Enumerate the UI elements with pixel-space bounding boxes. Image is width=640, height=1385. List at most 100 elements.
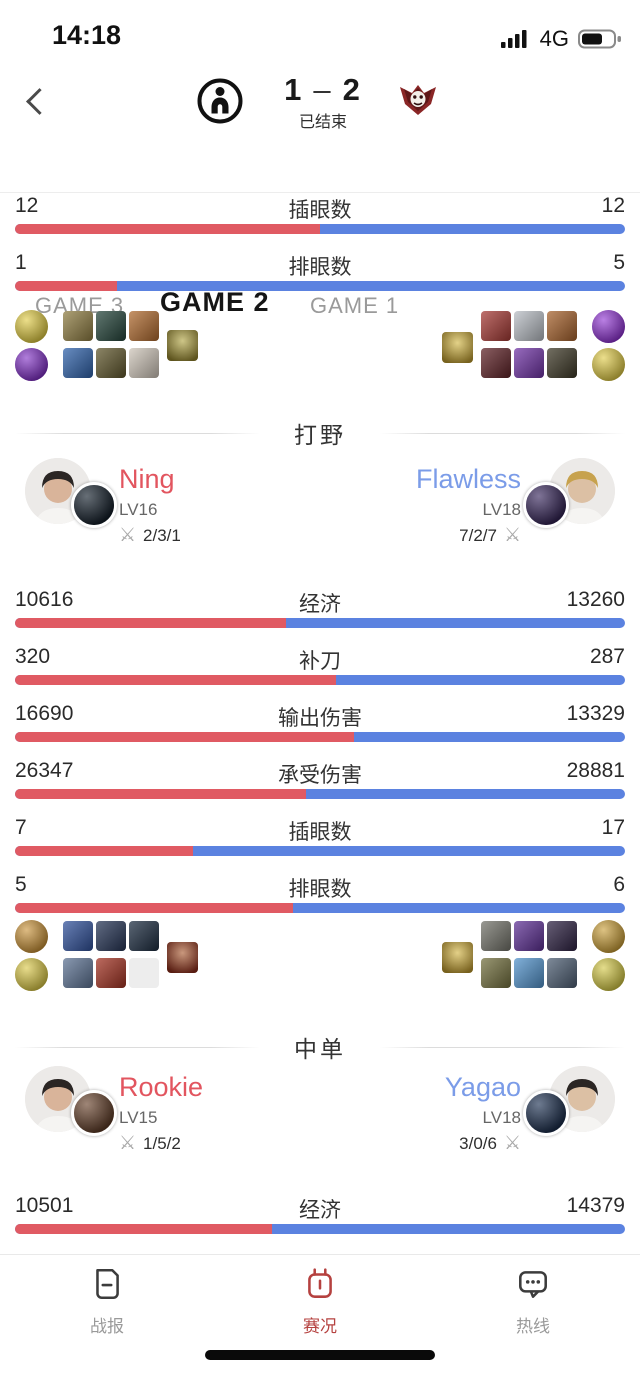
stat-right-value: 12 [601, 194, 625, 217]
item-icon [96, 311, 126, 341]
nav-label: 热线 [516, 1317, 550, 1336]
champion-icon [71, 1090, 117, 1136]
nav-item-battle-report[interactable]: 战报 [62, 1266, 152, 1337]
stat-row-wards-cleared: 5 排眼数 6 [15, 873, 625, 913]
nav-label: 赛况 [303, 1317, 337, 1336]
divider [0, 1254, 640, 1255]
item-icon [63, 348, 93, 378]
summoner-spell-icon [592, 310, 625, 343]
divider [15, 1046, 260, 1048]
item-icon [547, 958, 577, 988]
calendar-alert-icon [308, 1268, 332, 1298]
item-slot-empty [129, 958, 159, 988]
player-level: LV18 [482, 1108, 521, 1127]
stat-label: 经济 [299, 593, 341, 616]
section-title: 打野 [294, 422, 346, 448]
divider [380, 1046, 625, 1048]
item-icon [481, 921, 511, 951]
clipboard-icon [96, 1268, 119, 1300]
score-left: 1 [284, 72, 304, 107]
item-icon [63, 311, 93, 341]
match-state: 已结束 [298, 114, 347, 131]
tab-game-1[interactable]: GAME 1 [310, 293, 400, 318]
crossed-swords-icon: ⚔ [503, 525, 521, 546]
battery-icon [578, 29, 621, 49]
item-icon [547, 921, 577, 951]
stat-label: 排眼数 [288, 256, 352, 279]
stat-bar [15, 789, 625, 799]
team-left-logo [197, 78, 243, 124]
item-icon [129, 311, 159, 341]
player-name: Yagao [444, 1072, 521, 1102]
stat-right-value: 17 [601, 816, 625, 839]
player-level: LV16 [119, 500, 158, 519]
item-icon [481, 348, 511, 378]
crossed-swords-icon: ⚔ [119, 1133, 137, 1154]
stat-right-value: 13260 [566, 588, 625, 611]
player-kda: ⚔ 1/5/2 [119, 1132, 181, 1155]
stat-row-gold: 10616 经济 13260 [15, 588, 625, 628]
stat-right-value: 287 [589, 645, 625, 668]
stat-row-gold-mid: 10501 经济 14379 [15, 1194, 625, 1234]
nav-item-hotline[interactable]: 热线 [488, 1266, 578, 1337]
items-top-lane [15, 306, 625, 392]
trinket-icon [167, 330, 198, 361]
item-icon [63, 958, 93, 988]
game-tabbar: GAME 3 GAME 2 GAME 1 [0, 140, 640, 318]
section-title: 中单 [294, 1036, 346, 1062]
stat-label: 插眼数 [288, 821, 352, 844]
player-kda: ⚔ 2/3/1 [119, 524, 181, 547]
stat-label: 承受伤害 [278, 764, 362, 787]
stat-right-value: 13329 [566, 702, 625, 725]
match-score: 1–2 [250, 72, 396, 108]
player-name: Ning [119, 464, 175, 494]
crossed-swords-icon: ⚔ [119, 525, 137, 546]
player-row-jungle: Ning LV16 ⚔ 2/3/1 Flawless [15, 456, 625, 552]
score-separator: – [313, 72, 333, 107]
stat-bar [15, 675, 625, 685]
stat-label: 插眼数 [288, 199, 352, 222]
stat-left-value: 320 [15, 645, 51, 668]
item-icon [129, 348, 159, 378]
stat-left-value: 12 [15, 194, 39, 217]
player-name: Rookie [119, 1072, 204, 1102]
item-icon [514, 348, 544, 378]
champion-icon [71, 482, 117, 528]
stat-right-value: 14379 [566, 1194, 625, 1217]
trinket-icon [442, 942, 473, 973]
player-name: Flawless [415, 464, 521, 494]
item-icon [547, 348, 577, 378]
stat-right-value: 5 [613, 251, 625, 274]
stat-bar [15, 618, 625, 628]
kda-value: 1/5/2 [143, 1133, 181, 1153]
item-icon [96, 921, 126, 951]
nav-item-match-status[interactable]: 赛况 [275, 1266, 365, 1337]
status-time: 14:18 [52, 20, 122, 50]
stat-left-value: 10501 [15, 1194, 74, 1217]
tab-game-2[interactable]: GAME 2 [160, 287, 270, 317]
stat-bar [15, 903, 625, 913]
item-icon [63, 921, 93, 951]
section-header-mid: 中单 [15, 1030, 625, 1064]
kda-value: 7/2/7 [459, 525, 497, 545]
chat-dots-icon [519, 1271, 547, 1298]
stat-left-value: 16690 [15, 702, 74, 725]
summoner-spell-icon [15, 310, 48, 343]
stat-left-value: 10616 [15, 588, 74, 611]
section-header-jungle: 打野 [15, 416, 625, 450]
trinket-icon [442, 332, 473, 363]
stat-bar [15, 846, 625, 856]
stat-label: 输出伤害 [278, 707, 362, 730]
champion-icon [523, 482, 569, 528]
stat-right-value: 6 [613, 873, 625, 896]
score-right: 2 [342, 72, 362, 107]
item-icon [514, 958, 544, 988]
stat-left-value: 5 [15, 873, 27, 896]
stat-row-cs: 320 补刀 287 [15, 645, 625, 685]
kda-value: 2/3/1 [143, 525, 181, 545]
summoner-spell-icon [592, 958, 625, 991]
stat-label: 补刀 [299, 650, 341, 673]
home-indicator [205, 1350, 435, 1360]
back-button[interactable] [26, 88, 53, 115]
stat-label: 排眼数 [288, 878, 352, 901]
